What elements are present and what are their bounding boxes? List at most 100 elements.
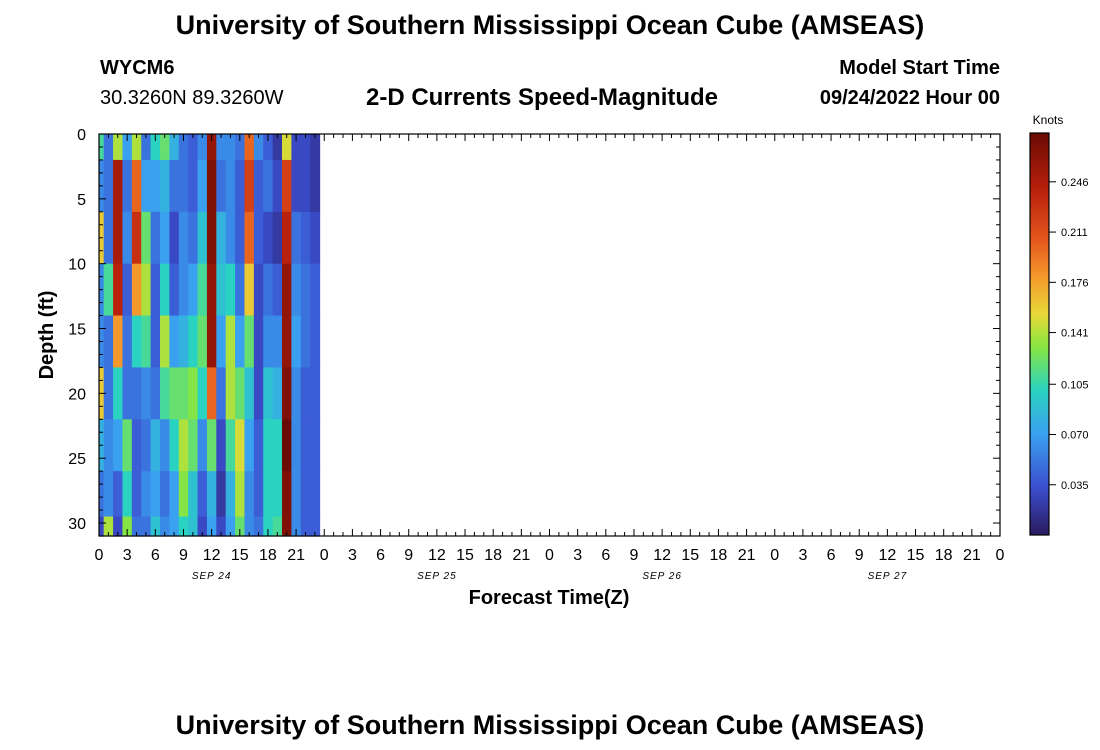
heatmap-cell: [282, 367, 293, 420]
y-tick-label: 30: [68, 516, 86, 533]
heatmap-cell: [206, 263, 217, 317]
heatmap-cells: [99, 134, 321, 537]
heatmap-cell: [113, 159, 124, 213]
x-tick-label: 18: [484, 547, 502, 564]
x-tick-label: 3: [798, 547, 807, 564]
heatmap-cell: [300, 211, 311, 265]
x-tick-label: 15: [681, 547, 699, 564]
heatmap-cell: [131, 315, 142, 369]
heatmap-cell: [103, 211, 114, 265]
y-tick-label: 0: [77, 127, 86, 144]
heatmap-cell: [160, 516, 170, 537]
heatmap-cell: [113, 315, 124, 369]
heatmap-cell: [188, 211, 199, 265]
x-tick-label: 15: [907, 547, 925, 564]
heatmap-cell: [253, 516, 264, 537]
heatmap-cell: [216, 315, 227, 369]
heatmap-cell: [225, 263, 236, 317]
heatmap-cell: [263, 263, 274, 317]
heatmap-cell: [225, 471, 236, 518]
heatmap-cell: [253, 367, 264, 420]
heatmap-cell: [103, 134, 114, 161]
heatmap-cell: [141, 263, 152, 317]
heatmap-cell: [291, 263, 302, 317]
heatmap-cell: [206, 211, 217, 265]
heatmap-cell: [150, 134, 161, 161]
heatmap-cell: [291, 471, 302, 518]
x-tick-label: 21: [738, 547, 756, 564]
heatmap-cell: [160, 367, 170, 420]
heatmap-cell: [197, 134, 208, 161]
heatmap-cell: [169, 263, 180, 317]
heatmap-cell: [178, 211, 189, 265]
heatmap-cell: [225, 211, 236, 265]
heatmap-cell: [216, 367, 227, 420]
x-tick-label: 12: [203, 547, 221, 564]
heatmap-cell: [291, 419, 302, 472]
heatmap-cell: [225, 159, 236, 213]
heatmap-cell: [272, 159, 283, 213]
heatmap-cell: [263, 367, 274, 420]
heatmap-cell: [141, 211, 152, 265]
heatmap-cell: [99, 471, 105, 518]
heatmap-cell: [291, 367, 302, 420]
colorbar-tick-label: 0.035: [1061, 480, 1089, 492]
heatmap-cell: [216, 419, 227, 472]
heatmap-cell: [131, 263, 142, 317]
heatmap-cell: [122, 159, 133, 213]
x-tick-label: 3: [573, 547, 582, 564]
heatmap-cell: [188, 419, 199, 472]
x-tick-label: 15: [456, 547, 474, 564]
heatmap-cell: [169, 367, 180, 420]
heatmap-cell: [169, 419, 180, 472]
date-label: SEP 25: [417, 571, 457, 582]
x-tick-label: 0: [95, 547, 104, 564]
heatmap-cell: [235, 159, 246, 213]
heatmap-cell: [103, 367, 114, 420]
heatmap-cell: [310, 159, 321, 213]
heatmap-cell: [291, 134, 302, 161]
heatmap-cell: [216, 471, 227, 518]
x-tick-label: 12: [428, 547, 446, 564]
x-tick-label: 0: [770, 547, 779, 564]
y-tick-label: 10: [68, 257, 86, 274]
x-tick-label: 15: [231, 547, 249, 564]
heatmap-cell: [263, 211, 274, 265]
heatmap-cell: [178, 471, 189, 518]
heatmap-cell: [300, 134, 311, 161]
heatmap-cell: [197, 367, 208, 420]
x-tick-label: 6: [376, 547, 385, 564]
heatmap-cell: [310, 516, 321, 537]
heatmap-cell: [253, 315, 264, 369]
heatmap-cell: [263, 419, 274, 472]
y-tick-label: 15: [68, 322, 86, 339]
heatmap-cell: [263, 315, 274, 369]
heatmap-cell: [131, 134, 142, 161]
heatmap-cell: [178, 367, 189, 420]
heatmap-cell: [291, 159, 302, 213]
station-id: WYCM6: [100, 57, 175, 79]
y-axis-title: Depth (ft): [36, 291, 58, 380]
heatmap-cell: [235, 211, 246, 265]
heatmap-cell: [282, 471, 293, 518]
colorbar-tick-label: 0.070: [1061, 430, 1089, 442]
heatmap-cell: [131, 159, 142, 213]
heatmap-cell: [216, 516, 227, 537]
heatmap-cell: [141, 315, 152, 369]
x-tick-label: 18: [935, 547, 953, 564]
heatmap-cell: [300, 367, 311, 420]
x-tick-label: 0: [320, 547, 329, 564]
heatmap-cell: [272, 471, 283, 518]
heatmap-cell: [103, 263, 114, 317]
heatmap-cell: [263, 516, 274, 537]
x-axis-title: Forecast Time(Z): [469, 587, 630, 609]
y-tick-label: 20: [68, 386, 86, 403]
heatmap-cell: [178, 419, 189, 472]
heatmap-cell: [300, 419, 311, 472]
heatmap-cell: [131, 367, 142, 420]
x-tick-label: 0: [996, 547, 1005, 564]
x-tick-label: 9: [179, 547, 188, 564]
x-tick-label: 21: [287, 547, 305, 564]
heatmap-cell: [122, 471, 133, 518]
